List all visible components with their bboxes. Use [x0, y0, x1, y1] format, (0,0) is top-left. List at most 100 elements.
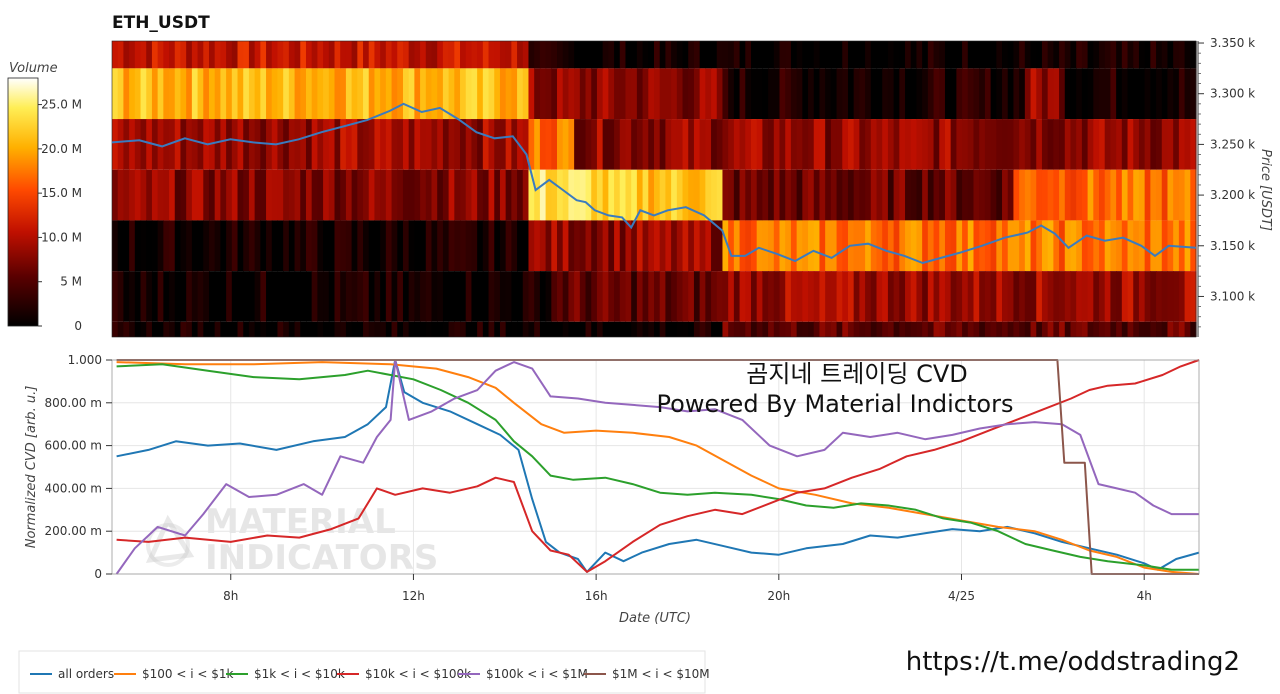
heatmap-cell: [1053, 321, 1060, 337]
heatmap-cell: [203, 271, 210, 322]
colorbar-tick-label: 25.0 M: [41, 98, 82, 112]
heatmap-cell: [311, 119, 318, 170]
price-tick-label: 3.150 k: [1210, 239, 1255, 253]
heatmap-cell: [585, 169, 592, 221]
heatmap-cell: [1178, 169, 1186, 221]
heatmap-cell: [1047, 169, 1054, 221]
heatmap-cell: [557, 271, 564, 322]
heatmap-cell: [243, 169, 250, 221]
heatmap-cell: [722, 41, 729, 69]
heatmap-cell: [1093, 321, 1100, 337]
heatmap-cell: [363, 119, 370, 170]
heatmap-cell: [134, 321, 142, 337]
heatmap-cell: [140, 321, 147, 337]
heatmap-cell: [642, 271, 649, 322]
heatmap-cell: [414, 119, 421, 170]
heatmap-cell: [625, 169, 632, 221]
heatmap-cell: [300, 41, 307, 69]
heatmap-cell: [1121, 220, 1129, 272]
heatmap-cell: [539, 41, 547, 69]
heatmap-cell: [283, 68, 290, 120]
heatmap-cell: [568, 220, 575, 272]
heatmap-cell: [1007, 68, 1015, 120]
heatmap-cell: [460, 220, 467, 272]
heatmap-cell: [1002, 169, 1009, 221]
heatmap-cell: [420, 271, 427, 322]
heatmap-cell: [334, 169, 341, 221]
heatmap-cell: [431, 119, 438, 170]
heatmap-cell: [813, 169, 821, 221]
heatmap-cell: [819, 169, 826, 221]
heatmap-cell: [1144, 41, 1151, 69]
heatmap-cell: [790, 41, 798, 69]
heatmap-cell: [665, 119, 672, 170]
heatmap-cell: [1138, 41, 1146, 69]
heatmap-cell: [813, 119, 821, 170]
heatmap-cell: [836, 41, 843, 69]
heatmap-cell: [1178, 68, 1186, 120]
heatmap-cell: [283, 271, 290, 322]
heatmap-cell: [1053, 220, 1060, 272]
heatmap-cell: [671, 220, 678, 272]
heatmap-cell: [454, 220, 461, 272]
colorbar: [7, 77, 39, 327]
heatmap-cell: [1110, 41, 1117, 69]
heatmap-cell: [380, 271, 387, 322]
heatmap-cell: [830, 169, 838, 221]
heatmap-cell: [659, 169, 667, 221]
heatmap-cell: [682, 68, 689, 120]
heatmap-cell: [522, 41, 530, 69]
heatmap-cell: [174, 68, 182, 120]
heatmap-cell: [1099, 271, 1106, 322]
heatmap-cell: [1087, 41, 1094, 69]
heatmap-cell: [779, 68, 786, 120]
heatmap-cell: [939, 41, 946, 69]
heatmap-cell: [1150, 321, 1157, 337]
heatmap-cell: [420, 68, 427, 120]
heatmap-cell: [602, 169, 609, 221]
heatmap-cell: [739, 119, 746, 170]
heatmap-cell: [596, 68, 604, 120]
colorbar-tick-label: 20.0 M: [41, 142, 82, 156]
heatmap-cell: [956, 41, 963, 69]
heatmap-cell: [1036, 271, 1043, 322]
heatmap-cell: [574, 321, 581, 337]
heatmap-cell: [887, 169, 895, 221]
heatmap-cell: [442, 41, 450, 69]
heatmap-cell: [933, 119, 940, 170]
heatmap-cell: [853, 169, 860, 221]
heatmap-cell: [819, 321, 826, 337]
heatmap-cell: [505, 41, 512, 69]
heatmap-cell: [471, 41, 478, 69]
heatmap-cell: [271, 220, 279, 272]
heatmap-cell: [887, 321, 895, 337]
heatmap-cell: [933, 41, 940, 69]
heatmap-cell: [226, 169, 233, 221]
heatmap-cell: [248, 271, 256, 322]
heatmap-cell: [117, 271, 125, 322]
heatmap-cell: [962, 169, 969, 221]
heatmap-cell: [990, 41, 997, 69]
heatmap-cell: [1076, 321, 1083, 337]
heatmap-cell: [271, 169, 279, 221]
heatmap-cell: [1036, 220, 1043, 272]
telegram-url[interactable]: https://t.me/oddstrading2: [906, 647, 1240, 677]
heatmap-cell: [1019, 271, 1026, 322]
heatmap-cell: [226, 119, 233, 170]
heatmap-cell: [214, 271, 221, 322]
heatmap-cell: [351, 169, 358, 221]
heatmap-cell: [317, 321, 324, 337]
heatmap-cell: [962, 41, 969, 69]
heatmap-cell: [699, 68, 706, 120]
heatmap-cell: [1070, 119, 1077, 170]
heatmap-cell: [208, 169, 216, 221]
heatmap-cell: [203, 169, 210, 221]
heatmap-cell: [979, 68, 986, 120]
heatmap-cell: [916, 271, 923, 322]
heatmap-cell: [437, 220, 444, 272]
heatmap-cell: [112, 271, 119, 322]
heatmap-cell: [585, 321, 592, 337]
heatmap-cell: [220, 220, 227, 272]
heatmap-cell: [819, 271, 826, 322]
